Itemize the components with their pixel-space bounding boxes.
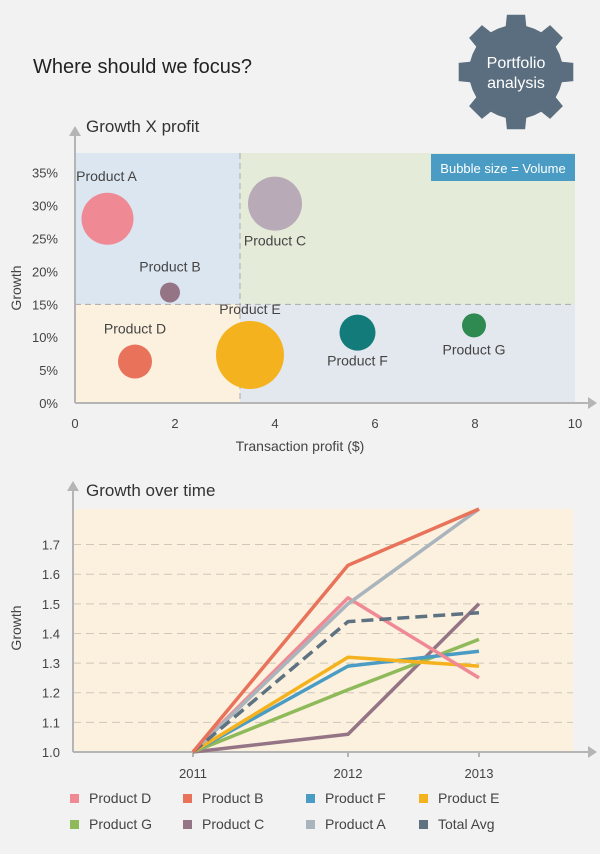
legend-label: Product E bbox=[438, 790, 500, 806]
page-title: Where should we focus? bbox=[33, 56, 253, 78]
legend-swatch bbox=[183, 819, 192, 829]
x-axis-label: Transaction profit ($) bbox=[236, 438, 365, 454]
bubble-product-g bbox=[462, 313, 486, 338]
bubble-product-b bbox=[160, 282, 180, 303]
legend-swatch bbox=[70, 793, 79, 803]
y-tick-label: 1.7 bbox=[42, 538, 60, 553]
line-product-a bbox=[191, 507, 481, 754]
quadrant-bottom-left bbox=[75, 304, 240, 403]
x-axis-arrow bbox=[588, 746, 597, 758]
y-tick-label: 25% bbox=[32, 232, 58, 247]
bubble-size-note-box bbox=[431, 154, 575, 181]
plot-area bbox=[73, 509, 573, 752]
legend-label: Product A bbox=[325, 816, 386, 832]
y-tick-label: 1.4 bbox=[42, 626, 60, 641]
legend-item-product-e: Product E bbox=[419, 790, 539, 806]
y-tick-label: 1.6 bbox=[42, 567, 60, 582]
x-tick-label: 2 bbox=[171, 416, 178, 431]
y-tick-label: 0% bbox=[39, 396, 58, 411]
legend-item-product-g: Product G bbox=[70, 816, 183, 832]
line-product-b bbox=[191, 507, 480, 754]
legend-swatch bbox=[183, 793, 192, 803]
bubble-product-e bbox=[216, 320, 284, 389]
legend-label: Product G bbox=[89, 816, 153, 832]
x-tick-label: 8 bbox=[471, 416, 478, 431]
y-axis-arrow bbox=[67, 481, 79, 491]
gear-shape bbox=[458, 14, 574, 130]
line-product-f bbox=[192, 649, 480, 754]
y-tick-label: 10% bbox=[32, 330, 58, 345]
line-total-avg bbox=[191, 610, 480, 754]
chart-title: Growth X profit bbox=[86, 117, 200, 136]
x-tick-label: 2012 bbox=[334, 766, 363, 781]
legend-item-product-b: Product B bbox=[183, 790, 306, 806]
legend-swatch bbox=[306, 793, 315, 803]
legend-swatch bbox=[419, 793, 428, 803]
y-tick-label: 30% bbox=[32, 199, 58, 214]
x-tick-label: 4 bbox=[271, 416, 278, 431]
y-tick-label: 1.1 bbox=[42, 715, 60, 730]
y-axis-label: Growth bbox=[8, 265, 24, 310]
bubble-product-f bbox=[339, 314, 376, 351]
badge-line-2: analysis bbox=[487, 75, 545, 92]
line-product-c bbox=[192, 602, 481, 754]
quadrant-bottom-right bbox=[240, 304, 575, 403]
y-tick-label: 1.3 bbox=[42, 656, 60, 671]
bubble-product-d bbox=[118, 344, 152, 379]
bubble-product-a bbox=[81, 192, 134, 245]
bubble-label: Product E bbox=[219, 301, 280, 317]
legend-item-product-d: Product D bbox=[70, 790, 183, 806]
bubble-label: Product C bbox=[244, 233, 306, 249]
legend-label: Product B bbox=[202, 790, 264, 806]
bubble-label: Product A bbox=[76, 168, 137, 184]
x-tick-label: 0 bbox=[71, 416, 78, 431]
bubble-label: Product B bbox=[139, 258, 200, 274]
bubble-label: Product F bbox=[327, 353, 388, 369]
line-chart: 1.0 1.1 1.2 1.3 1.4 1.5 1.6 1.7 Growth over time… bbox=[8, 481, 597, 781]
legend-swatch bbox=[306, 819, 315, 829]
legend-item-product-f: Product F bbox=[306, 790, 419, 806]
legend-item-product-a: Product A bbox=[306, 816, 419, 832]
badge-line-1: Portfolio bbox=[487, 55, 546, 72]
x-tick-label: 6 bbox=[371, 416, 378, 431]
bubble-label: Product D bbox=[104, 321, 166, 337]
legend-item-total-avg: Total Avg bbox=[419, 816, 539, 832]
gear-icon: Portfolio analysis bbox=[458, 14, 574, 130]
bubble-label: Product G bbox=[442, 341, 505, 357]
legend-item-product-c: Product C bbox=[183, 816, 306, 832]
y-tick-label: 15% bbox=[32, 297, 58, 312]
x-axis-arrow bbox=[588, 397, 597, 409]
y-tick-label: 1.2 bbox=[42, 686, 60, 701]
legend-label: Product C bbox=[202, 816, 265, 832]
chart-title: Growth over time bbox=[86, 481, 215, 500]
bubble-size-note: Bubble size = Volume bbox=[440, 161, 565, 176]
x-tick-label: 2013 bbox=[465, 766, 494, 781]
y-axis-arrow bbox=[69, 126, 81, 136]
legend-label: Total Avg bbox=[438, 816, 495, 832]
legend-swatch bbox=[419, 819, 428, 829]
legend-swatch bbox=[70, 819, 79, 829]
y-tick-label: 5% bbox=[39, 363, 58, 378]
y-axis-label: Growth bbox=[8, 605, 24, 650]
x-tick-label: 2011 bbox=[179, 766, 207, 781]
legend: Product D Product B Product F Product E Prod… bbox=[70, 790, 590, 832]
bubble-chart: Growth X profit 0% 5% 10% 15% 20% 25% 30% 35% 0 2 4… bbox=[8, 117, 597, 454]
legend-label: Product F bbox=[325, 790, 386, 806]
y-tick-label: 20% bbox=[32, 264, 58, 279]
y-tick-label: 1.5 bbox=[42, 597, 60, 612]
y-tick-label: 35% bbox=[32, 166, 58, 181]
line-product-e bbox=[192, 655, 480, 754]
bubble-product-c bbox=[248, 176, 302, 231]
x-tick-label: 10 bbox=[568, 416, 582, 431]
y-tick-label: 1.0 bbox=[42, 745, 60, 760]
legend-label: Product D bbox=[89, 790, 152, 806]
